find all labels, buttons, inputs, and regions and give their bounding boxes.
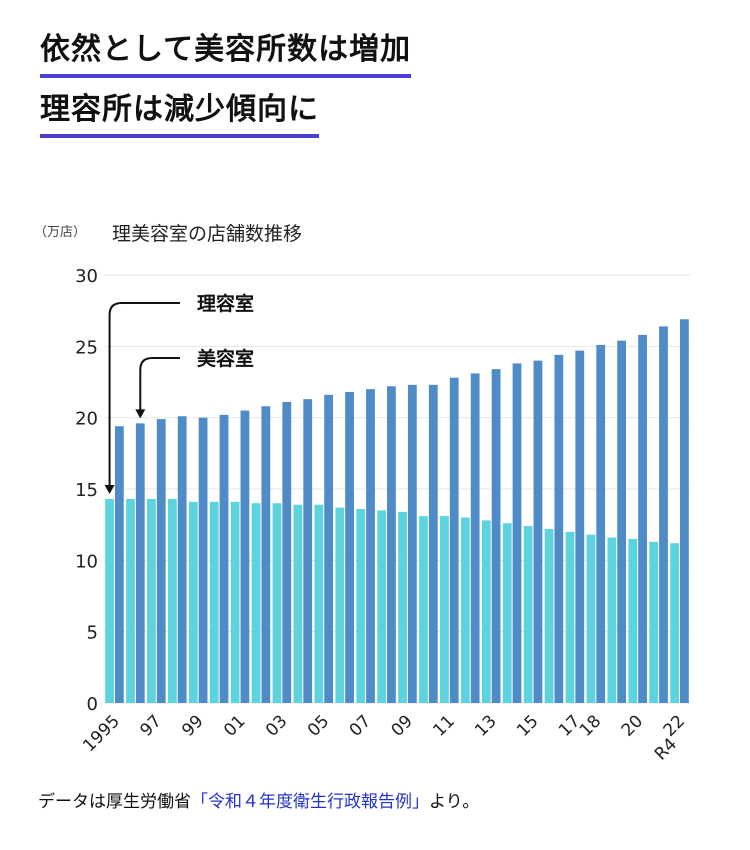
- bar-biyoshitsu-08: [387, 386, 396, 703]
- chart-y-ticks: 0 5 10 15 20 25 30: [75, 266, 98, 715]
- source-suffix: より。: [429, 792, 480, 812]
- bar-riyoshitsu-13: [481, 520, 491, 703]
- x-sub-label: R4: [651, 734, 681, 764]
- bar-riyoshitsu-2000: [209, 501, 219, 703]
- callout-arrow-icon: [135, 409, 146, 419]
- bar-riyoshitsu-07: [356, 508, 366, 703]
- bar-riyoshitsu-03: [272, 503, 282, 703]
- bar-riyoshitsu-99: [188, 501, 198, 703]
- source-prefix: データは厚生労働省: [38, 792, 191, 812]
- x-tick-label: 15: [513, 711, 542, 740]
- bar-riyoshitsu-18: [586, 534, 596, 703]
- headline-line-2: 理容所は減少傾向に: [40, 92, 319, 138]
- bar-biyoshitsu-12: [470, 373, 480, 703]
- bar-biyoshitsu-96: [135, 423, 145, 703]
- bar-riyoshitsu-97: [147, 498, 156, 703]
- bar-riyoshitsu-20: [628, 538, 638, 703]
- bar-riyoshitsu-06: [335, 507, 345, 703]
- x-tick-label: 05: [304, 711, 333, 740]
- bar-biyoshitsu-16: [554, 354, 564, 703]
- x-tick-label: 01: [220, 711, 249, 740]
- bar-biyoshitsu-19: [617, 340, 627, 703]
- bar-biyoshitsu-99: [198, 417, 208, 703]
- x-tick-label: 13: [471, 711, 500, 740]
- bar-riyoshitsu-11: [440, 516, 449, 703]
- bar-riyoshitsu-10: [419, 516, 428, 703]
- bar-riyoshitsu-98: [167, 498, 177, 703]
- y-tick-label: 0: [87, 694, 98, 715]
- bar-riyoshitsu-08: [377, 510, 387, 703]
- bar-riyoshitsu-12: [460, 517, 470, 703]
- bar-biyoshitsu-03: [282, 401, 292, 703]
- source-link[interactable]: 「令和４年度衛生行政報告例」: [191, 792, 429, 812]
- bar-riyoshitsu-17: [565, 531, 575, 703]
- bar-riyoshitsu-1995: [105, 498, 114, 703]
- y-tick-label: 25: [75, 337, 98, 358]
- bar-riyoshitsu-04: [293, 504, 303, 703]
- bar-biyoshitsu-13: [491, 369, 501, 703]
- bar-riyoshitsu-15: [523, 526, 533, 703]
- bar-biyoshitsu-10: [428, 384, 438, 703]
- callout-line-biyoshitsu: [139, 357, 180, 412]
- bar-riyoshitsu-16: [544, 528, 554, 703]
- callout-label-riyoshitsu: 理容室: [197, 292, 254, 315]
- bar-riyoshitsu-22: [670, 543, 680, 703]
- bar-biyoshitsu-17: [575, 350, 585, 703]
- bar-biyoshitsu-15: [533, 360, 543, 703]
- x-tick-label: 18: [576, 711, 605, 740]
- chart-unit-label: （万店）: [34, 225, 86, 240]
- bar-riyoshitsu-96: [126, 498, 135, 703]
- callout-arrow-icon: [104, 484, 115, 494]
- bar-biyoshitsu-02: [261, 406, 271, 703]
- bar-biyoshitsu-98: [177, 416, 187, 703]
- bar-biyoshitsu-18: [596, 344, 606, 703]
- bar-biyoshitsu-1995: [114, 426, 124, 703]
- chart-bars: [105, 319, 689, 703]
- x-tick-label: 99: [178, 711, 207, 740]
- chart-title: 理美容室の店舗数推移: [112, 223, 302, 245]
- bar-riyoshitsu-19: [607, 537, 617, 703]
- bar-riyoshitsu-05: [314, 504, 324, 703]
- bar-riyoshitsu-09: [398, 511, 407, 703]
- bar-biyoshitsu-01: [240, 410, 250, 703]
- x-tick-label: 97: [136, 711, 165, 740]
- y-tick-label: 15: [75, 480, 98, 501]
- bar-biyoshitsu-21: [659, 326, 668, 703]
- x-tick-label: 03: [262, 711, 291, 740]
- y-tick-label: 10: [75, 551, 98, 572]
- bar-biyoshitsu-11: [449, 377, 459, 703]
- headline-line-1: 依然として美容所数は増加: [40, 32, 412, 78]
- source-note: データは厚生労働省「令和４年度衛生行政報告例」より。: [38, 787, 479, 812]
- callout-line-riyoshitsu: [108, 302, 180, 487]
- bar-biyoshitsu-22: [680, 319, 689, 703]
- bar-biyoshitsu-05: [324, 394, 334, 703]
- bar-riyoshitsu-21: [649, 541, 659, 703]
- bar-biyoshitsu-07: [366, 389, 375, 703]
- y-tick-label: 20: [75, 409, 98, 430]
- bar-biyoshitsu-14: [512, 363, 522, 703]
- bar-biyoshitsu-09: [407, 384, 417, 703]
- y-tick-label: 5: [87, 623, 98, 644]
- bar-biyoshitsu-04: [303, 399, 313, 703]
- bar-riyoshitsu-01: [230, 501, 240, 703]
- x-tick-label: 1995: [79, 711, 124, 756]
- y-tick-label: 30: [75, 266, 98, 287]
- bar-biyoshitsu-06: [345, 391, 354, 703]
- x-tick-label: 11: [429, 711, 458, 740]
- bar-riyoshitsu-14: [502, 523, 512, 703]
- bar-biyoshitsu-2000: [219, 414, 229, 703]
- x-tick-label: 20: [618, 711, 647, 740]
- x-tick-label: 09: [388, 711, 417, 740]
- bar-biyoshitsu-97: [156, 419, 166, 703]
- bar-riyoshitsu-02: [251, 503, 261, 703]
- bar-biyoshitsu-20: [638, 334, 647, 703]
- callout-label-biyoshitsu: 美容室: [197, 347, 254, 370]
- x-tick-label: 07: [346, 711, 375, 740]
